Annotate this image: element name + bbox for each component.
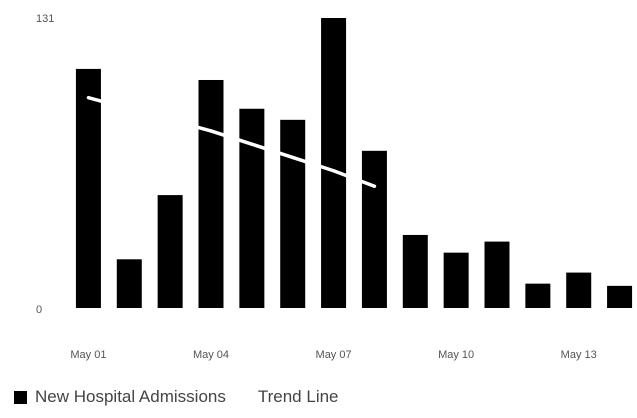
x-tick-label: May 01 [70, 349, 106, 361]
legend-item-admissions[interactable]: New Hospital Admissions [14, 387, 226, 407]
bar-may-09[interactable] [402, 234, 428, 308]
bar-may-11[interactable] [484, 241, 510, 308]
trend-line-segment [209, 129, 254, 146]
x-tick-label: May 07 [316, 349, 352, 361]
bar-may-10[interactable] [443, 252, 469, 308]
trend-line-group [86, 95, 377, 188]
bar-may-02[interactable] [116, 259, 142, 308]
bar-may-14[interactable] [607, 285, 633, 308]
legend-item-trend[interactable]: Trend Line [258, 387, 339, 407]
trend-line-segment [86, 95, 213, 133]
x-tick-label: May 10 [438, 349, 474, 361]
y-tick-label-max: 131 [36, 13, 54, 25]
legend-label-admissions: New Hospital Admissions [35, 387, 226, 406]
bar-may-06[interactable] [280, 119, 306, 308]
trend-line-segment [331, 168, 377, 188]
bar-may-13[interactable] [566, 272, 592, 308]
y-tick-label-min: 0 [36, 304, 42, 316]
trend-line-segment [250, 142, 295, 160]
bar-may-07[interactable] [321, 18, 347, 308]
x-tick-label: May 13 [561, 349, 597, 361]
trend-line-segment [290, 155, 336, 173]
x-axis-ticks: May 01 May 04 May 07 May 10 May 13 [70, 349, 596, 361]
x-tick-label: May 04 [193, 349, 229, 361]
legend-swatch-admissions [14, 390, 27, 404]
bar-may-12[interactable] [525, 283, 551, 308]
legend-label-trend: Trend Line [257, 387, 339, 406]
legend: New Hospital Admissions Trend Line [14, 386, 371, 408]
bars-group [75, 18, 633, 308]
chart: 131 0 May 01 May 04 May 07 May 10 May 13 [36, 13, 633, 361]
bar-may-03[interactable] [157, 195, 183, 308]
bar-may-01[interactable] [75, 68, 101, 308]
bar-may-05[interactable] [239, 108, 265, 308]
bar-may-04[interactable] [198, 79, 224, 308]
bar-may-08[interactable] [361, 150, 387, 308]
